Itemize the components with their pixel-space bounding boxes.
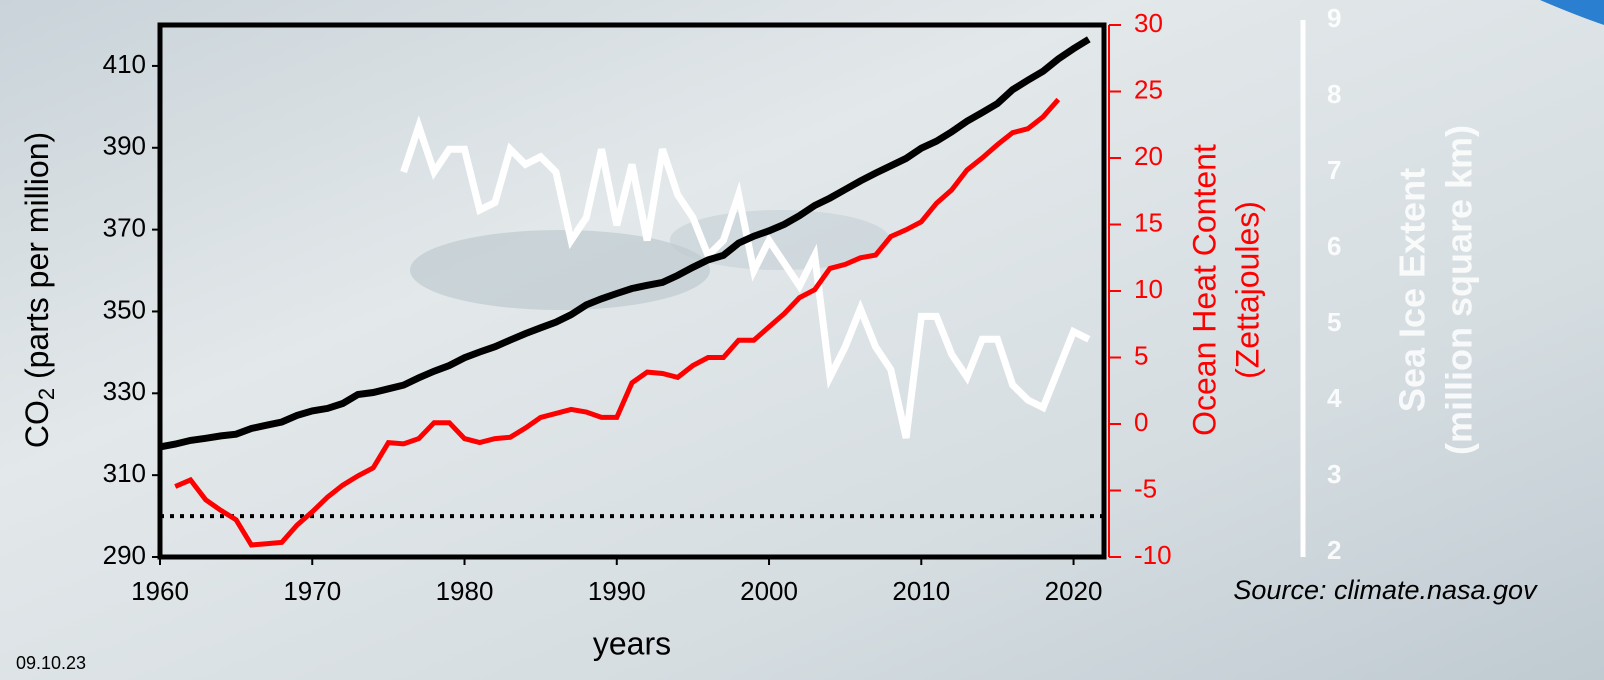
y2-tick-label: 0 xyxy=(1134,407,1148,437)
y3-tick-label: 9 xyxy=(1327,3,1341,33)
y3-tick-label: 3 xyxy=(1327,459,1341,489)
y-label-subscript: 2 xyxy=(34,388,59,400)
y2-axis-label: Ocean Heat Content xyxy=(1186,144,1222,436)
background-pond xyxy=(410,230,710,310)
y3-axis-label: Sea Ice Extent xyxy=(1392,168,1433,412)
y2-tick-label: -5 xyxy=(1134,473,1157,503)
y2-axis-label: (Zettajoules) xyxy=(1229,201,1265,379)
x-tick-label: 2000 xyxy=(740,576,798,606)
data-line xyxy=(159,36,1091,451)
y-tick-label: 290 xyxy=(103,540,146,570)
y3-tick-label: 7 xyxy=(1327,155,1341,185)
y3-tick-label: 6 xyxy=(1327,231,1341,261)
plot-frame xyxy=(157,22,1107,560)
y2-tick-label: 25 xyxy=(1134,74,1163,104)
y2-tick-label: 15 xyxy=(1134,207,1163,237)
y-tick-label: 330 xyxy=(103,376,146,406)
y3-axis-label: (million square km) xyxy=(1439,125,1480,455)
y3-tick-label: 4 xyxy=(1327,383,1342,413)
y-tick-label: 370 xyxy=(103,212,146,242)
y3-tick-label: 5 xyxy=(1327,307,1341,337)
earth-corner xyxy=(1540,0,1604,25)
x-tick-label: 1990 xyxy=(588,576,646,606)
x-tick-label: 1960 xyxy=(131,576,189,606)
y2-tick-label: 20 xyxy=(1134,141,1163,171)
x-tick-label: 2020 xyxy=(1045,576,1103,606)
y3-tick-label: 8 xyxy=(1327,79,1341,109)
y-tick-label: 410 xyxy=(103,49,146,79)
source: Source: climate.nasa.gov xyxy=(1233,575,1538,605)
y-tick-label: 350 xyxy=(103,294,146,324)
y2-tick-label: 5 xyxy=(1134,340,1148,370)
y3-tick-label: 2 xyxy=(1327,535,1341,565)
x-tick-label: 1980 xyxy=(436,576,494,606)
y-axis-label: CO2 (parts per million) xyxy=(19,132,58,448)
x-tick-label: 1970 xyxy=(283,576,341,606)
data-line xyxy=(400,115,1091,439)
x-axis-label: years xyxy=(593,625,671,661)
date: 09.10.23 xyxy=(16,653,86,673)
y-label-text: (parts per million) xyxy=(19,132,55,388)
y-tick-label: 310 xyxy=(103,458,146,488)
y2-tick-label: 10 xyxy=(1134,274,1163,304)
y2-tick-label: 30 xyxy=(1134,8,1163,38)
y-label-text: CO xyxy=(19,400,55,448)
data-line xyxy=(174,97,1061,548)
y2-tick-label: -10 xyxy=(1134,540,1172,570)
x-tick-label: 2010 xyxy=(892,576,950,606)
y-tick-label: 390 xyxy=(103,131,146,161)
